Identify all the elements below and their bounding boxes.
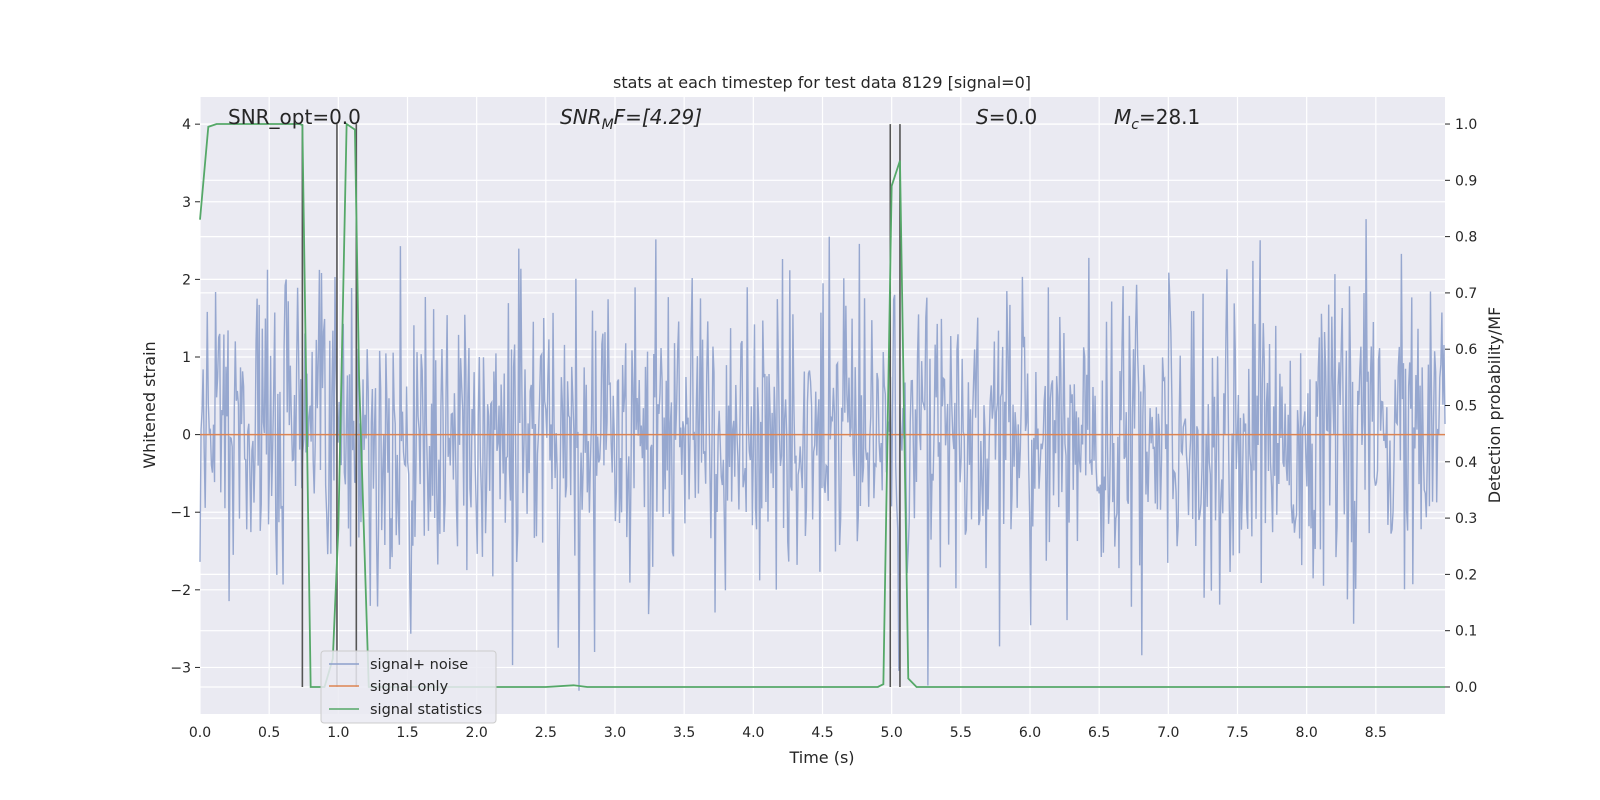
y2-tick-label: 0.3 <box>1455 511 1477 527</box>
annotation-mc-rest: =28.1 <box>1139 105 1200 129</box>
y-tick-label: 3 <box>182 195 191 211</box>
y-tick-label: 4 <box>182 117 191 133</box>
y-tick-label: −2 <box>170 583 191 599</box>
annotation-mc-base: M <box>1114 105 1131 129</box>
y-tick-label: −3 <box>170 660 191 676</box>
x-tick-label: 8.5 <box>1365 725 1387 741</box>
y2-tick-label: 0.0 <box>1455 680 1477 696</box>
legend-label-signal: signal only <box>370 679 449 695</box>
x-tick-label: 4.5 <box>811 725 833 741</box>
annotation-snr-mf-sub: M <box>602 117 614 133</box>
x-tick-label: 3.5 <box>673 725 695 741</box>
annotation-s-var: S <box>976 105 989 129</box>
y2-tick-label: 0.8 <box>1455 230 1477 246</box>
y2-tick-label: 0.9 <box>1455 173 1477 189</box>
x-tick-label: 1.0 <box>327 725 349 741</box>
x-tick-label: 6.5 <box>1088 725 1110 741</box>
annotation-mc: Mc=28.1 <box>1114 105 1200 133</box>
y2-tick-label: 0.4 <box>1455 455 1477 471</box>
stats-line <box>199 122 1445 688</box>
x-tick-label: 7.5 <box>1226 725 1248 741</box>
y-tick-label: 2 <box>182 272 191 288</box>
y2-tick-label: 0.6 <box>1455 342 1477 358</box>
legend: signal+ noise signal only signal statist… <box>320 650 497 724</box>
annotation-mc-sub: c <box>1131 117 1139 133</box>
y2-axis-label: Detection probability/MF <box>1485 307 1504 504</box>
chart-title: stats at each timestep for test data 812… <box>613 73 1031 92</box>
x-tick-label: 6.0 <box>1019 725 1041 741</box>
series-signal-statistics <box>199 122 1445 688</box>
x-tick-label: 2.5 <box>535 725 557 741</box>
x-tick-label: 0.5 <box>258 725 280 741</box>
y2-tick-label: 0.5 <box>1455 399 1477 415</box>
legend-label-stats: signal statistics <box>370 702 482 718</box>
y2-tick-label: 0.1 <box>1455 624 1477 640</box>
x-tick-label: 8.0 <box>1296 725 1318 741</box>
legend-box <box>320 650 497 724</box>
x-tick-label: 5.0 <box>881 725 903 741</box>
y2-axis-ticks: 1.0 0.9 0.8 0.7 0.6 0.5 0.4 0.3 0.2 0.1 0.0 <box>1445 117 1477 696</box>
y2-tick-label: 0.2 <box>1455 567 1477 583</box>
x-tick-label: 3.0 <box>604 725 626 741</box>
annotation-s-rest: =0.0 <box>989 105 1038 129</box>
x-axis-label: Time (s) <box>788 748 854 767</box>
y-tick-label: 1 <box>182 350 191 366</box>
y-tick-label: −1 <box>170 505 191 521</box>
y2-tick-label: 1.0 <box>1455 117 1477 133</box>
x-tick-label: 1.5 <box>396 725 418 741</box>
noise-line <box>199 219 1446 691</box>
series-signal-noise <box>199 219 1446 691</box>
x-tick-label: 0.0 <box>189 725 211 741</box>
x-tick-label: 2.0 <box>466 725 488 741</box>
y2-tick-label: 0.7 <box>1455 286 1477 302</box>
y-tick-label: 0 <box>182 428 191 444</box>
y-axis-label: Whitened strain <box>140 341 159 468</box>
annotation-s: S=0.0 <box>976 105 1037 129</box>
legend-label-noise: signal+ noise <box>370 657 468 673</box>
y-axis-ticks: 4 3 2 1 0 −1 −2 −3 <box>170 117 200 676</box>
x-tick-label: 4.0 <box>742 725 764 741</box>
x-tick-label: 7.0 <box>1157 725 1179 741</box>
x-axis-ticks: 0.0 0.5 1.0 1.5 2.0 2.5 3.0 3.5 4.0 4.5 5.0 5.5 6.0 6… <box>189 725 1387 741</box>
annotation-snr-mf-base: SNR <box>560 105 602 129</box>
annotation-snr-mf: SNRMF=[4.29] <box>560 105 702 133</box>
annotation-snr-opt: SNR_opt=0.0 <box>228 105 361 129</box>
x-tick-label: 5.5 <box>950 725 972 741</box>
annotation-snr-mf-rest: F=[4.29] <box>614 105 702 129</box>
